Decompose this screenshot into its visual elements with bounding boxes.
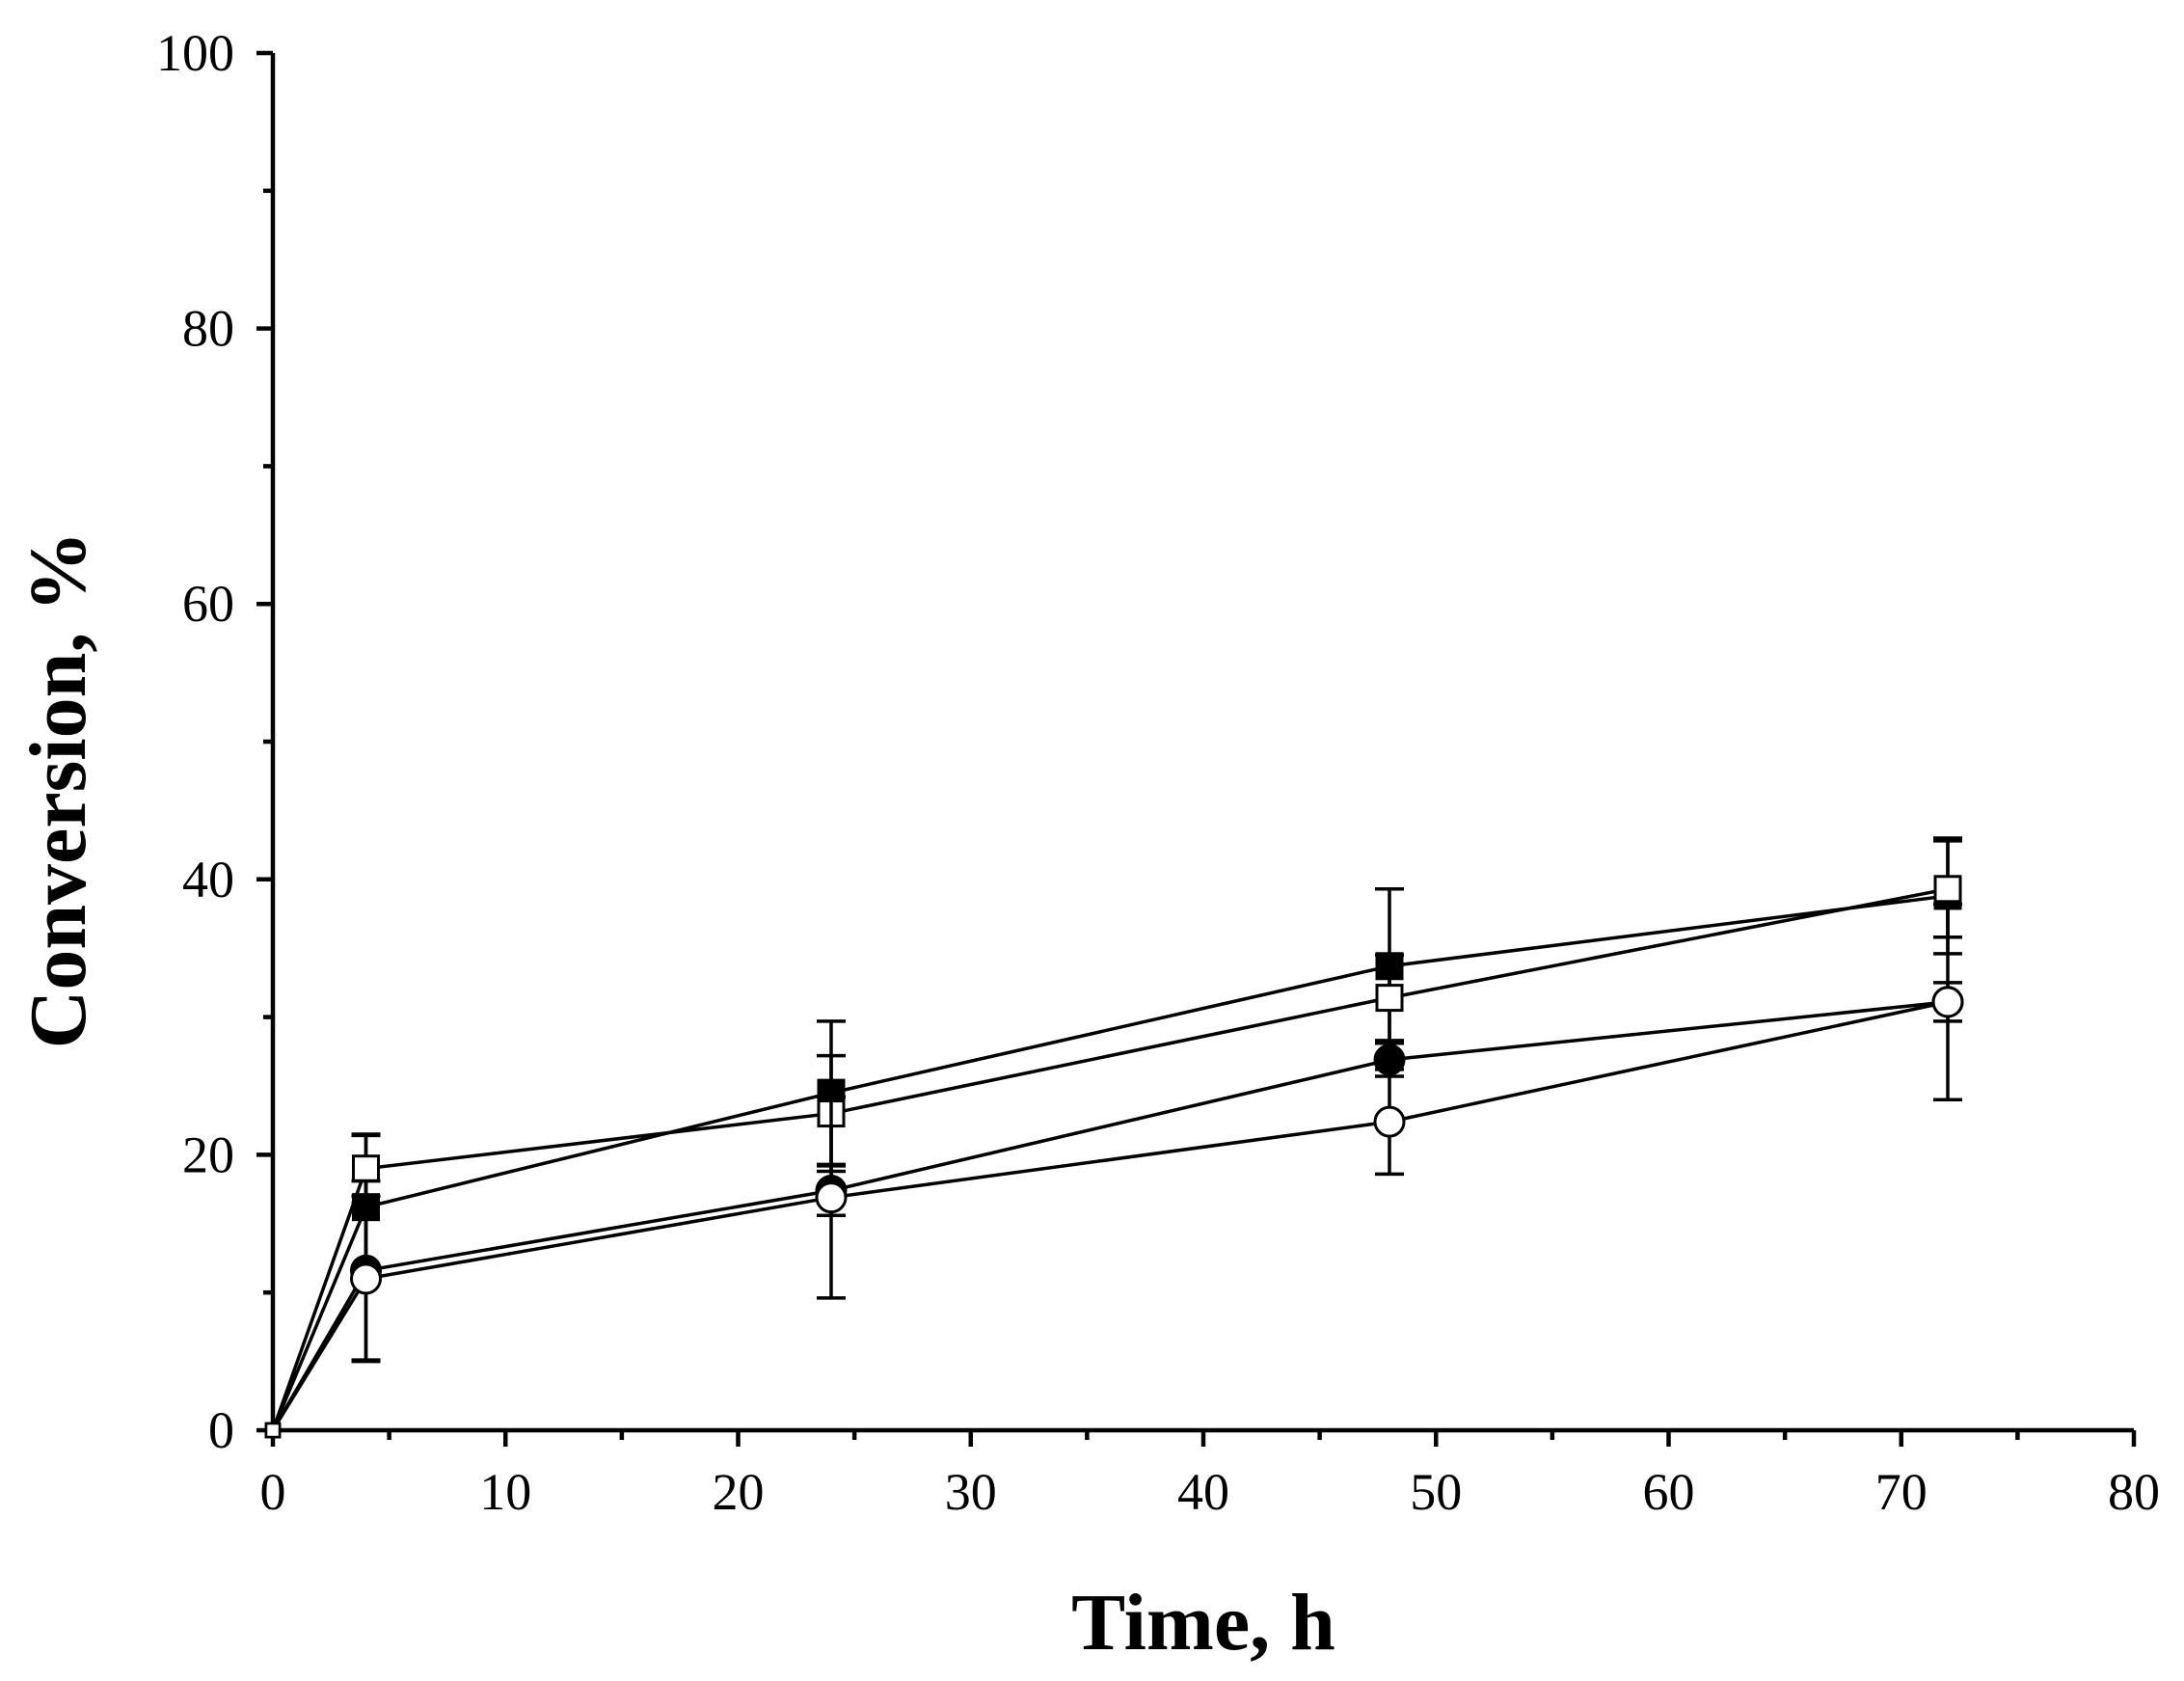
data-point — [1373, 1105, 1406, 1138]
series-line — [271, 1000, 1949, 1431]
x-tick-label: 20 — [713, 1463, 765, 1521]
series-filled-square — [264, 836, 1962, 1439]
y-tick-label: 0 — [208, 1401, 234, 1459]
x-axis-title: Time, h — [1071, 1578, 1335, 1667]
x-tick-label: 70 — [1875, 1463, 1928, 1521]
data-point — [1931, 986, 1964, 1018]
x-tick-label: 30 — [945, 1463, 997, 1521]
series-open-circle — [264, 902, 1964, 1439]
data-point — [352, 1154, 380, 1183]
axes: 0 10 20 30 40 50 60 70 80 0 20 40 60 80 100 — [156, 24, 2160, 1521]
x-tick-label: 10 — [479, 1463, 531, 1521]
x-tick-label: 40 — [1177, 1463, 1229, 1521]
series-open-square — [264, 839, 1962, 1439]
y-tick-label: 60 — [182, 575, 234, 633]
x-tick-label: 0 — [260, 1463, 286, 1521]
series-layer — [264, 836, 1964, 1439]
data-point — [1933, 875, 1962, 904]
data-point — [350, 1262, 382, 1295]
y-tick-label: 80 — [182, 300, 234, 358]
data-point — [264, 1422, 282, 1439]
series-filled-circle — [264, 981, 1964, 1439]
y-tick-label: 100 — [156, 24, 234, 82]
y-axis-title: Conversion, % — [13, 531, 103, 1049]
x-tick-label: 80 — [2108, 1463, 2160, 1521]
series-line — [271, 894, 1949, 1431]
y-tick-label: 20 — [182, 1125, 234, 1183]
data-point — [1375, 984, 1404, 1013]
x-tick-label: 50 — [1410, 1463, 1462, 1521]
series-line — [271, 1000, 1949, 1431]
data-point — [815, 1181, 848, 1214]
y-tick-label: 40 — [182, 851, 234, 908]
x-tick-label: 60 — [1643, 1463, 1695, 1521]
